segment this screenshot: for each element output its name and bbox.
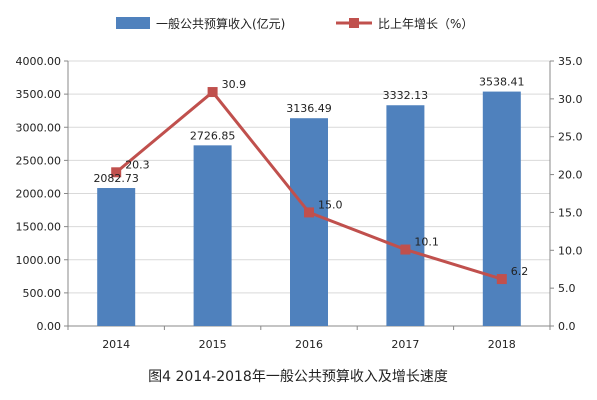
y-left-tick-label: 2500.00: [16, 154, 62, 167]
line-point: [496, 274, 507, 285]
x-tick-label: 2016: [295, 338, 323, 351]
bar: [290, 118, 328, 326]
bar-series: [97, 91, 521, 326]
y-right-tick-label: 10.0: [558, 244, 583, 257]
y-left-tick-label: 4000.00: [16, 55, 62, 68]
y-left-tick-label: 2000.00: [16, 188, 62, 201]
line-data-label: 20.3: [125, 158, 150, 171]
y-right-tick-label: 15.0: [558, 206, 583, 219]
bar-data-label: 3136.49: [286, 102, 332, 115]
legend-label-bar: 一般公共预算收入(亿元): [156, 16, 285, 31]
y-right-tick-label: 20.0: [558, 169, 583, 182]
bar: [97, 188, 136, 326]
legend: 一般公共预算收入(亿元) 比上年增长（%）: [116, 16, 473, 31]
line-point: [111, 167, 122, 178]
y-left-tick-label: 0.00: [37, 320, 62, 333]
legend-label-line: 比上年增长（%）: [378, 17, 473, 31]
line-point: [304, 207, 314, 218]
y-right-tick-label: 5.0: [558, 282, 576, 295]
legend-swatch-bar: [116, 17, 150, 29]
y-left-tick-label: 1000.00: [16, 254, 62, 267]
bar-data-label: 2082.73: [93, 172, 139, 185]
bar-data-label: 3332.13: [383, 89, 429, 102]
y-right-tick-label: 30.0: [558, 93, 583, 106]
y-left-tick-label: 1500.00: [16, 221, 62, 234]
line-point: [207, 87, 218, 98]
line-data-label: 6.2: [511, 265, 529, 278]
line-data-label: 15.0: [318, 198, 343, 211]
legend-swatch-marker: [349, 18, 359, 28]
line-data-label: 30.9: [222, 78, 247, 91]
bar: [386, 105, 425, 326]
y-left-tick-label: 3500.00: [16, 88, 62, 101]
bar-data-label: 2726.85: [190, 129, 236, 142]
line-point: [400, 244, 411, 255]
x-tick-label: 2015: [199, 338, 227, 351]
y-left-tick-label: 500.00: [23, 287, 62, 300]
x-tick-label: 2017: [391, 338, 419, 351]
bar-data-label: 3538.41: [479, 76, 525, 89]
bar: [482, 91, 521, 326]
bar: [193, 145, 232, 326]
line-series: [111, 87, 507, 285]
axes: 0.00 500.00 1000.00 1500.00 2000.00 2500.00 30…: [16, 55, 583, 351]
line-data-label: 10.1: [414, 236, 439, 249]
y-left-tick-label: 3000.00: [16, 121, 62, 134]
chart-caption: 图4 2014-2018年一般公共预算收入及增长速度: [148, 369, 448, 385]
data-labels: 2082.73 2726.85 3136.49 3332.13 3538.41 20.3 3…: [93, 76, 528, 278]
x-tick-label: 2014: [102, 338, 130, 351]
x-tick-label: 2018: [488, 338, 516, 351]
y-right-tick-label: 35.0: [558, 55, 583, 68]
y-right-tick-label: 25.0: [558, 131, 583, 144]
y-right-tick-label: 0.0: [558, 320, 576, 333]
